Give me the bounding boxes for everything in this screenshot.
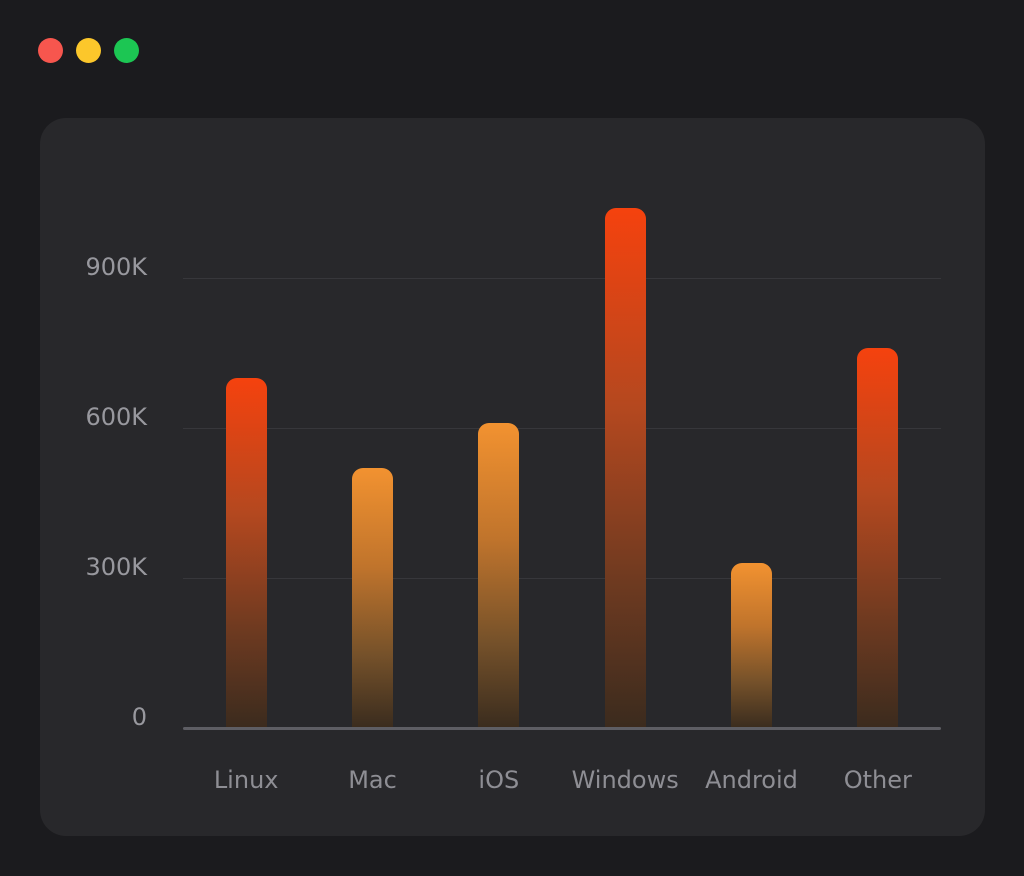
gridline-600k <box>183 427 941 429</box>
x-axis-line <box>183 727 941 730</box>
window-zoom-button[interactable] <box>114 38 139 63</box>
bar-chart: 0 300K 600K 900K Linux Mac iOS Windows Android Ot… <box>40 118 985 836</box>
gridline-900k <box>183 277 941 279</box>
y-axis-tick-0: 0 <box>131 703 147 731</box>
x-axis-label-other: Other <box>843 766 912 794</box>
x-axis-label-ios: iOS <box>478 766 520 794</box>
window-minimize-button[interactable] <box>76 38 101 63</box>
y-axis-tick-600k: 600K <box>85 403 147 431</box>
y-axis-tick-900k: 900K <box>85 253 147 281</box>
x-axis-label-linux: Linux <box>213 766 279 794</box>
bar-windows <box>604 208 646 728</box>
window-close-button[interactable] <box>38 38 63 63</box>
x-axis-label-android: Android <box>705 766 798 794</box>
bar-ios <box>478 423 520 728</box>
chart-card: 0 300K 600K 900K Linux Mac iOS Windows Android Ot… <box>40 118 985 836</box>
y-axis-tick-300k: 300K <box>85 553 147 581</box>
bar-android <box>731 563 772 728</box>
bar-other <box>857 348 899 728</box>
x-axis-label-windows: Windows <box>571 766 679 794</box>
bar-mac <box>352 468 393 728</box>
window-titlebar <box>38 38 139 63</box>
gridline-300k <box>183 577 941 579</box>
x-axis-label-mac: Mac <box>348 766 397 794</box>
bar-linux <box>225 378 267 728</box>
